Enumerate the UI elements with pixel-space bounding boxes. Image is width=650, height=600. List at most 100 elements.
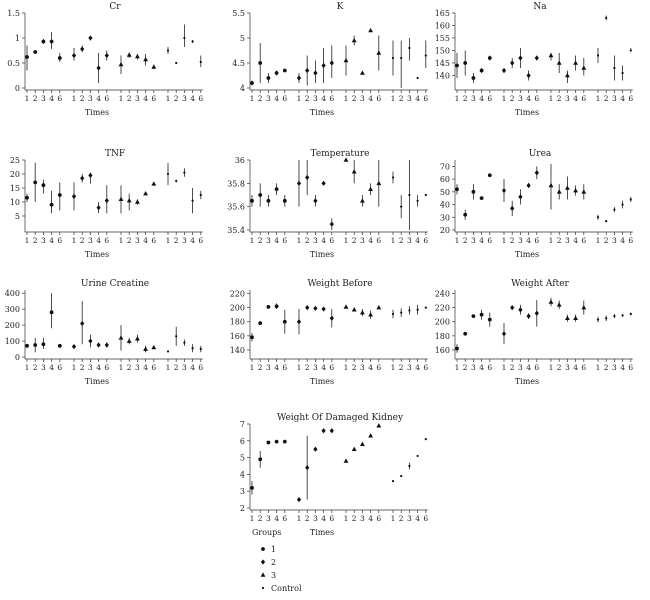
data-point bbox=[41, 342, 46, 347]
x-tick-label: 1 bbox=[72, 94, 77, 103]
x-tick-label: 2 bbox=[80, 236, 85, 245]
x-tick-label: 1 bbox=[297, 363, 302, 372]
data-point bbox=[151, 344, 157, 350]
x-tick-label: 6 bbox=[57, 363, 62, 372]
x-tick-label: 3 bbox=[360, 363, 365, 372]
x-tick-label: 6 bbox=[487, 236, 492, 245]
data-point bbox=[266, 305, 271, 309]
y-tick-label: 35.4 bbox=[227, 226, 245, 235]
chart-title: K bbox=[337, 2, 344, 12]
x-tick-label: 6 bbox=[581, 94, 586, 103]
x-tick-label: 1 bbox=[502, 363, 507, 372]
x-tick-label: 3 bbox=[612, 94, 617, 103]
x-tick-label: 2 bbox=[557, 363, 562, 372]
x-tick-label: 6 bbox=[534, 94, 539, 103]
series-2 bbox=[296, 45, 334, 86]
x-tick-label: 2 bbox=[399, 94, 404, 103]
data-point bbox=[351, 307, 357, 312]
x-tick-label: 3 bbox=[182, 94, 187, 103]
x-axis-label: Times bbox=[310, 528, 334, 537]
legend-title: Groups bbox=[252, 528, 281, 537]
x-tick-label: 6 bbox=[581, 363, 586, 372]
y-tick-label: 160 bbox=[435, 346, 450, 355]
data-point bbox=[25, 55, 29, 59]
data-point bbox=[266, 440, 271, 445]
data-point bbox=[166, 350, 170, 353]
series-3 bbox=[343, 157, 382, 207]
x-tick-label: 6 bbox=[282, 514, 287, 523]
data-point bbox=[416, 76, 419, 80]
data-point bbox=[548, 182, 554, 188]
x-tick-label: 4 bbox=[368, 236, 373, 245]
x-tick-label: 2 bbox=[33, 236, 38, 245]
y-tick-label: 150 bbox=[435, 47, 450, 56]
x-tick-label: 4 bbox=[321, 363, 326, 372]
x-tick-label: 6 bbox=[376, 363, 381, 372]
series-3 bbox=[343, 423, 382, 463]
y-tick-label: 4 bbox=[240, 84, 245, 93]
data-point bbox=[274, 187, 279, 192]
series-3 bbox=[548, 52, 587, 83]
data-point bbox=[471, 76, 476, 80]
data-point bbox=[329, 315, 334, 321]
y-tick-label: 4 bbox=[240, 470, 245, 479]
data-point bbox=[455, 63, 459, 68]
series-3 bbox=[343, 304, 382, 319]
data-point bbox=[126, 198, 132, 203]
y-tick-label: 240 bbox=[435, 290, 450, 299]
x-tick-label: 6 bbox=[376, 94, 381, 103]
data-point bbox=[408, 193, 411, 197]
x-tick-label: 3 bbox=[518, 363, 523, 372]
data-point bbox=[368, 312, 373, 317]
series-2 bbox=[71, 172, 109, 214]
data-point bbox=[487, 317, 492, 322]
x-tick-label: 4 bbox=[368, 94, 373, 103]
x-axis-label: Times bbox=[85, 108, 109, 117]
data-point bbox=[258, 193, 263, 197]
x-tick-label: 1 bbox=[250, 236, 255, 245]
data-point bbox=[581, 305, 587, 310]
data-point bbox=[296, 319, 302, 325]
x-tick-label: 6 bbox=[282, 94, 287, 103]
x-axis-label: Times bbox=[515, 108, 539, 117]
x-tick-label: 6 bbox=[104, 236, 109, 245]
x-tick-label: 4 bbox=[143, 363, 148, 372]
x-tick-label: 3 bbox=[88, 363, 93, 372]
data-point bbox=[313, 446, 318, 452]
data-point bbox=[33, 50, 38, 54]
x-tick-label: 6 bbox=[628, 363, 633, 372]
x-tick-label: 4 bbox=[321, 236, 326, 245]
x-tick-label: 6 bbox=[423, 514, 428, 523]
x-tick-label: 2 bbox=[557, 94, 562, 103]
x-tick-label: 3 bbox=[407, 514, 412, 523]
data-point bbox=[518, 307, 523, 313]
data-point bbox=[118, 335, 124, 340]
x-tick-label: 1 bbox=[344, 514, 349, 523]
x-tick-label: 1 bbox=[391, 514, 396, 523]
y-tick-label: 200 bbox=[5, 321, 20, 330]
x-tick-label: 2 bbox=[258, 94, 263, 103]
x-tick-label: 6 bbox=[628, 236, 633, 245]
data-point bbox=[305, 67, 310, 74]
data-point bbox=[135, 336, 140, 341]
series-3 bbox=[343, 27, 382, 76]
data-point bbox=[351, 446, 357, 451]
data-point bbox=[424, 193, 427, 197]
data-point bbox=[104, 52, 109, 59]
x-tick-label: 3 bbox=[88, 236, 93, 245]
x-tick-label: 1 bbox=[25, 236, 30, 245]
x-tick-label: 6 bbox=[151, 236, 156, 245]
x-tick-label: 1 bbox=[502, 94, 507, 103]
x-tick-label: 2 bbox=[127, 236, 132, 245]
data-point bbox=[391, 176, 395, 179]
x-tick-label: 2 bbox=[463, 363, 468, 372]
legend-marker-circle bbox=[261, 547, 265, 551]
data-point bbox=[250, 335, 254, 340]
data-point bbox=[274, 71, 279, 75]
x-tick-label: 3 bbox=[313, 236, 318, 245]
series-2 bbox=[501, 48, 539, 81]
x-tick-label: 1 bbox=[455, 236, 460, 245]
series-2 bbox=[296, 428, 334, 503]
data-point bbox=[175, 335, 178, 338]
x-tick-label: 6 bbox=[329, 514, 334, 523]
